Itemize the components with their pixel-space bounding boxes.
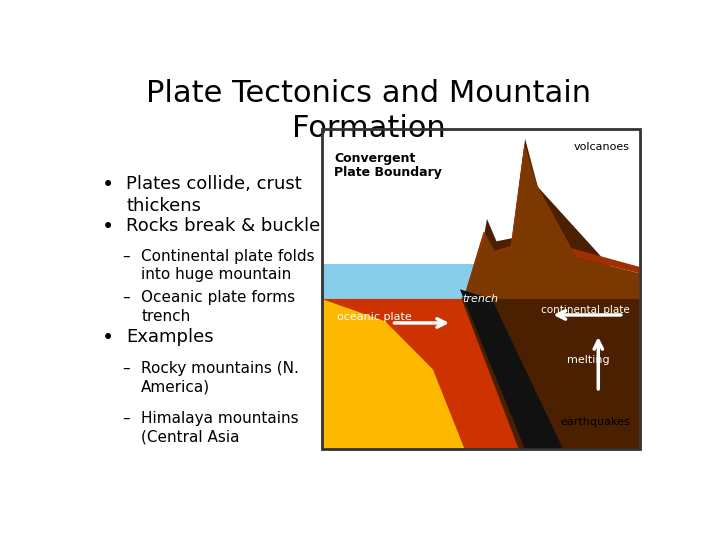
Polygon shape (462, 139, 639, 449)
Text: Rocky mountains (N.
America): Rocky mountains (N. America) (141, 361, 300, 394)
Text: melting: melting (567, 355, 610, 365)
Text: –: – (122, 361, 130, 376)
Text: Oceanic plate forms
trench: Oceanic plate forms trench (141, 290, 295, 324)
Text: Convergent
Plate Boundary: Convergent Plate Boundary (334, 152, 442, 179)
Text: earthquakes: earthquakes (560, 417, 630, 427)
Text: trench: trench (462, 294, 498, 303)
Polygon shape (322, 299, 464, 449)
Text: –: – (122, 411, 130, 426)
Text: •: • (102, 328, 114, 348)
Polygon shape (322, 299, 544, 449)
Text: Rocks break & buckle: Rocks break & buckle (126, 217, 320, 234)
Text: Examples: Examples (126, 328, 214, 346)
Text: Plates collide, crust
thickens: Plates collide, crust thickens (126, 175, 302, 215)
Text: •: • (102, 175, 114, 195)
Text: –: – (122, 290, 130, 305)
Polygon shape (462, 144, 639, 299)
Text: •: • (102, 217, 114, 237)
Text: Continental plate folds
into huge mountain: Continental plate folds into huge mounta… (141, 248, 315, 282)
Text: Plate Tectonics and Mountain
Formation: Plate Tectonics and Mountain Formation (146, 79, 592, 143)
Text: oceanic plate: oceanic plate (338, 312, 413, 321)
Text: volcanoes: volcanoes (574, 142, 630, 152)
Polygon shape (460, 289, 563, 449)
Bar (322, 129, 639, 449)
Bar (322, 129, 639, 449)
Polygon shape (322, 264, 493, 299)
Text: continental plate: continental plate (541, 305, 630, 315)
Text: –: – (122, 248, 130, 264)
Polygon shape (467, 144, 639, 289)
Text: Himalaya mountains
(Central Asia: Himalaya mountains (Central Asia (141, 411, 299, 444)
